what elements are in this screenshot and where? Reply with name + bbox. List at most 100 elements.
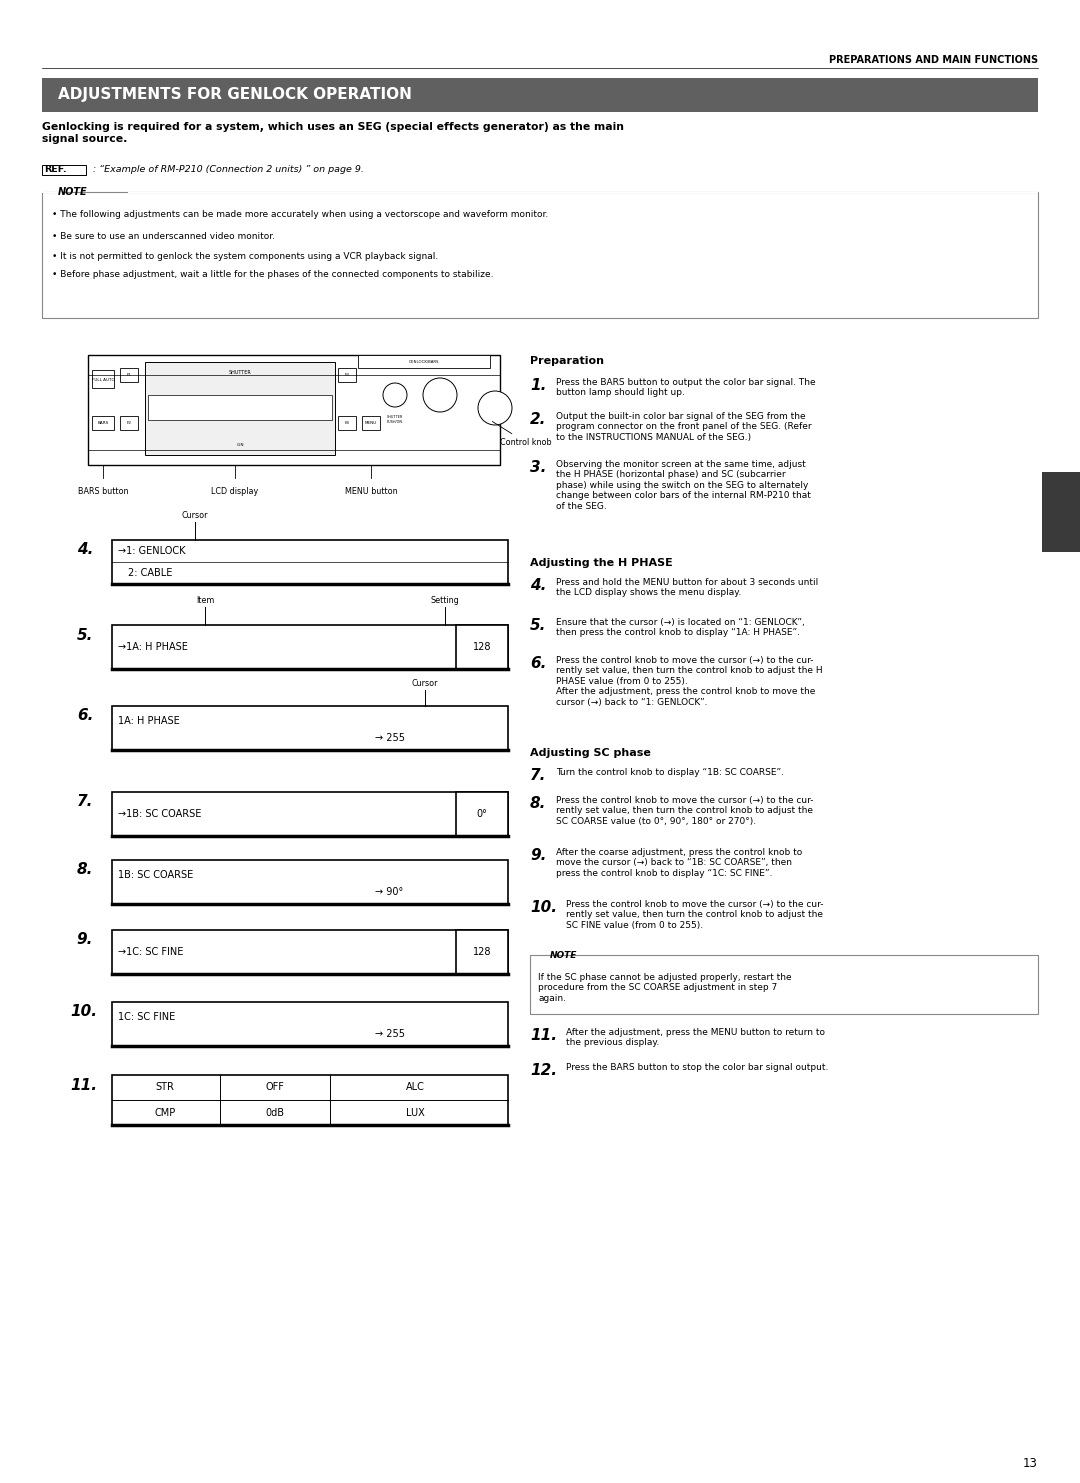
Text: 0°: 0° xyxy=(476,810,487,819)
Text: F2: F2 xyxy=(126,421,132,426)
Text: 128: 128 xyxy=(473,642,491,653)
Text: Genlocking is required for a system, which uses an SEG (special effects generato: Genlocking is required for a system, whi… xyxy=(42,122,624,144)
Text: After the coarse adjustment, press the control knob to
move the cursor (→) back : After the coarse adjustment, press the c… xyxy=(556,848,802,878)
Text: MENU: MENU xyxy=(365,421,377,426)
Text: F1: F1 xyxy=(126,374,132,377)
Text: 12.: 12. xyxy=(530,1063,557,1078)
Text: • Before phase adjustment, wait a little for the phases of the connected compone: • Before phase adjustment, wait a little… xyxy=(52,270,494,279)
Text: 9.: 9. xyxy=(77,933,93,948)
Text: → 90°: → 90° xyxy=(375,887,403,897)
Text: 7.: 7. xyxy=(77,795,93,810)
Text: 1.: 1. xyxy=(530,378,546,393)
Text: STR: STR xyxy=(156,1083,175,1093)
Text: 8.: 8. xyxy=(77,863,93,878)
Text: Cursor: Cursor xyxy=(411,679,438,688)
Text: MENU button: MENU button xyxy=(345,486,397,495)
Bar xyxy=(112,624,508,669)
Text: FULL AUTO: FULL AUTO xyxy=(92,378,114,383)
Circle shape xyxy=(478,392,512,426)
Text: OFF: OFF xyxy=(266,1083,284,1093)
Text: SHUTTER
PUSH/ON: SHUTTER PUSH/ON xyxy=(387,415,403,424)
Bar xyxy=(112,1003,508,1046)
Bar xyxy=(87,354,500,466)
Text: NOTE: NOTE xyxy=(550,951,578,960)
Text: After the adjustment, press the MENU button to return to
the previous display.: After the adjustment, press the MENU but… xyxy=(566,1028,825,1047)
Text: 0dB: 0dB xyxy=(266,1108,284,1118)
Text: 11.: 11. xyxy=(70,1078,97,1093)
Text: • The following adjustments can be made more accurately when using a vectorscope: • The following adjustments can be made … xyxy=(52,211,549,219)
Bar xyxy=(112,930,508,974)
Bar xyxy=(362,417,380,430)
Text: 1A: H PHASE: 1A: H PHASE xyxy=(118,716,179,727)
Circle shape xyxy=(423,378,457,412)
Text: 2: CABLE: 2: CABLE xyxy=(129,568,173,578)
Bar xyxy=(112,1075,508,1126)
Text: If the SC phase cannot be adjusted properly, restart the
procedure from the SC C: If the SC phase cannot be adjusted prope… xyxy=(538,973,792,1003)
Bar xyxy=(338,417,356,430)
Bar xyxy=(456,624,508,669)
Bar xyxy=(42,79,1038,113)
Text: ALC: ALC xyxy=(406,1083,424,1093)
Text: 5.: 5. xyxy=(77,627,93,642)
Text: 13: 13 xyxy=(1023,1456,1038,1470)
Text: Preparation: Preparation xyxy=(530,356,604,366)
Text: Cursor: Cursor xyxy=(181,512,208,521)
Text: Press the control knob to move the cursor (→) to the cur-
rently set value, then: Press the control knob to move the curso… xyxy=(566,900,824,930)
Text: → 255: → 255 xyxy=(375,733,405,743)
Text: 10.: 10. xyxy=(70,1004,97,1019)
Text: 4.: 4. xyxy=(530,578,546,593)
Text: 3.: 3. xyxy=(530,460,546,475)
Text: 1B: SC COARSE: 1B: SC COARSE xyxy=(118,871,193,881)
Text: BARS: BARS xyxy=(97,421,109,426)
Text: G·N: G·N xyxy=(237,443,244,446)
Text: BARS button: BARS button xyxy=(78,486,129,495)
Text: Adjusting the H PHASE: Adjusting the H PHASE xyxy=(530,558,673,568)
Text: 128: 128 xyxy=(473,948,491,957)
Text: 5.: 5. xyxy=(530,618,546,633)
Text: 6.: 6. xyxy=(77,709,93,724)
Text: GENLOCK/BARS: GENLOCK/BARS xyxy=(408,360,440,363)
Bar xyxy=(92,369,114,389)
Text: 6.: 6. xyxy=(530,655,546,670)
Bar xyxy=(148,394,332,420)
Bar xyxy=(456,930,508,974)
Bar xyxy=(120,368,138,383)
Text: Control knob: Control knob xyxy=(492,421,552,446)
Bar xyxy=(530,955,1038,1014)
Text: Press the control knob to move the cursor (→) to the cur-
rently set value, then: Press the control knob to move the curso… xyxy=(556,655,823,706)
Text: 11.: 11. xyxy=(530,1028,557,1043)
Bar xyxy=(145,362,335,455)
Text: Press the control knob to move the cursor (→) to the cur-
rently set value, then: Press the control knob to move the curso… xyxy=(556,796,813,826)
Text: 4.: 4. xyxy=(77,543,93,558)
Text: 1C: SC FINE: 1C: SC FINE xyxy=(118,1013,175,1022)
Bar xyxy=(42,165,86,175)
Text: F4: F4 xyxy=(345,421,350,426)
Text: CMP: CMP xyxy=(154,1108,176,1118)
Text: Press and hold the MENU button for about 3 seconds until
the LCD display shows t: Press and hold the MENU button for about… xyxy=(556,578,819,598)
Text: 2.: 2. xyxy=(530,412,546,427)
Text: 7.: 7. xyxy=(530,768,546,783)
Text: →1: GENLOCK: →1: GENLOCK xyxy=(118,546,186,556)
Bar xyxy=(112,860,508,905)
Bar xyxy=(338,368,356,383)
Bar xyxy=(357,354,490,368)
Bar xyxy=(92,417,114,430)
Text: ADJUSTMENTS FOR GENLOCK OPERATION: ADJUSTMENTS FOR GENLOCK OPERATION xyxy=(58,87,411,102)
Text: 10.: 10. xyxy=(530,900,557,915)
Text: Item: Item xyxy=(195,596,214,605)
Text: • It is not permitted to genlock the system components using a VCR playback sign: • It is not permitted to genlock the sys… xyxy=(52,252,438,261)
Text: Output the built-in color bar signal of the SEG from the
program connector on th: Output the built-in color bar signal of … xyxy=(556,412,812,442)
Bar xyxy=(112,792,508,836)
Text: Turn the control knob to display “1B: SC COARSE”.: Turn the control knob to display “1B: SC… xyxy=(556,768,784,777)
Text: Press the BARS button to output the color bar signal. The
button lamp should lig: Press the BARS button to output the colo… xyxy=(556,378,815,397)
Bar xyxy=(42,191,1038,317)
Circle shape xyxy=(383,383,407,406)
Bar xyxy=(112,706,508,750)
Bar xyxy=(120,417,138,430)
Text: NOTE: NOTE xyxy=(58,187,87,197)
Text: Adjusting SC phase: Adjusting SC phase xyxy=(530,747,651,758)
Text: F3: F3 xyxy=(345,374,350,377)
Text: Setting: Setting xyxy=(431,596,459,605)
Text: : “Example of RM-P210 (Connection 2 units) ” on page 9.: : “Example of RM-P210 (Connection 2 unit… xyxy=(90,166,364,175)
Text: • Be sure to use an underscanned video monitor.: • Be sure to use an underscanned video m… xyxy=(52,231,275,242)
